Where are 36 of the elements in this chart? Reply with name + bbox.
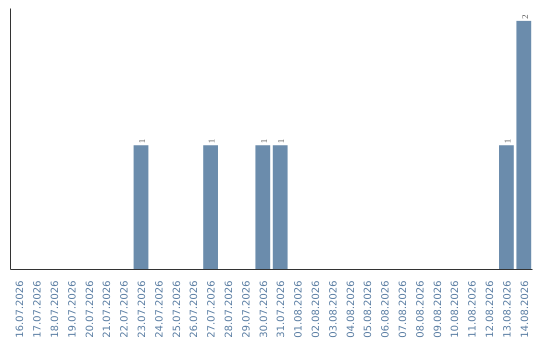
x-tick-label: 23.07.2026 bbox=[137, 280, 148, 338]
x-tick-label: 13.08.2026 bbox=[502, 280, 514, 338]
x-tick-label: 07.08.2026 bbox=[398, 280, 409, 338]
data-label: 1 bbox=[276, 138, 286, 144]
x-tick-label: 28.07.2026 bbox=[224, 280, 235, 338]
data-label: 1 bbox=[502, 138, 512, 144]
x-tick-label: 08.08.2026 bbox=[415, 280, 426, 338]
x-tick-label: 26.07.2026 bbox=[189, 280, 200, 338]
x-tick-label: 14.08.2026 bbox=[520, 280, 531, 338]
x-tick-label: 17.07.2026 bbox=[32, 280, 44, 338]
x-tick-label: 24.07.2026 bbox=[154, 280, 166, 338]
x-tick-label: 25.07.2026 bbox=[172, 280, 183, 338]
x-tick-label: 18.07.2026 bbox=[50, 280, 61, 338]
x-tick-label: 01.08.2026 bbox=[294, 280, 305, 338]
data-label: 1 bbox=[206, 138, 217, 144]
x-tick-label: 12.08.2026 bbox=[485, 280, 496, 338]
data-label: 1 bbox=[137, 138, 147, 144]
x-tick-label: 20.07.2026 bbox=[84, 280, 96, 338]
x-tick-label: 11.08.2026 bbox=[468, 280, 479, 338]
x-tick-label: 10.08.2026 bbox=[450, 280, 462, 338]
data-label: 1 bbox=[258, 138, 269, 144]
x-tick-label: 02.08.2026 bbox=[311, 280, 322, 338]
data-label: 2 bbox=[520, 14, 530, 19]
x-tick-label: 03.08.2026 bbox=[328, 280, 340, 338]
x-tick-label: 19.07.2026 bbox=[67, 280, 78, 338]
x-tick-label: 31.07.2026 bbox=[276, 280, 288, 338]
x-tick-label: 16.07.2026 bbox=[15, 280, 26, 338]
x-tick-label: 05.08.2026 bbox=[363, 280, 374, 338]
x-tick-label: 09.08.2026 bbox=[432, 280, 444, 338]
x-tick-label: 29.07.2026 bbox=[241, 280, 252, 338]
x-tick-label: 22.07.2026 bbox=[120, 280, 131, 338]
x-tick-label: 30.07.2026 bbox=[258, 280, 270, 338]
x-tick-label: 04.08.2026 bbox=[346, 280, 357, 338]
x-tick-label: 21.07.2026 bbox=[102, 280, 114, 338]
x-tick-label: 27.07.2026 bbox=[206, 280, 218, 338]
x-tick-label: 06.08.2026 bbox=[380, 280, 392, 338]
